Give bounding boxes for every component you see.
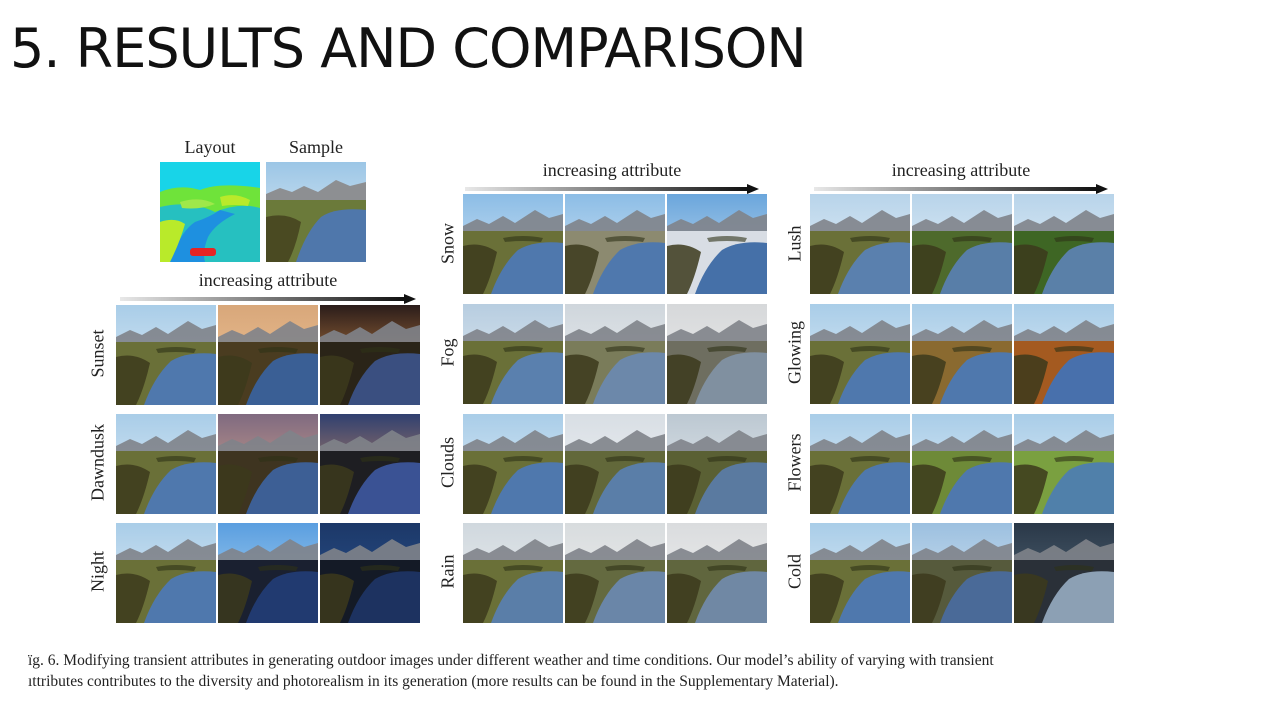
arrow-increasing-2: increasing attribute xyxy=(465,160,759,194)
result-image xyxy=(463,194,563,294)
result-image xyxy=(810,304,910,404)
result-image xyxy=(912,194,1012,294)
row-label-snow: Snow xyxy=(437,223,458,265)
result-image xyxy=(667,194,767,294)
result-image xyxy=(463,304,563,404)
caption-line-1: ïg. 6. Modifying transient attributes in… xyxy=(28,652,994,669)
result-image xyxy=(218,414,318,514)
result-image xyxy=(463,523,563,623)
slide-title: 5. RESULTS AND COMPARISON xyxy=(10,17,807,80)
result-image xyxy=(116,305,216,405)
result-image xyxy=(565,523,665,623)
row-label-lush: Lush xyxy=(784,225,805,262)
result-image xyxy=(667,304,767,404)
result-image xyxy=(912,523,1012,623)
result-image xyxy=(218,305,318,405)
result-image xyxy=(565,414,665,514)
result-image xyxy=(912,304,1012,404)
result-image xyxy=(810,194,910,294)
result-image xyxy=(463,414,563,514)
row-label-fog: Fog xyxy=(437,338,458,367)
result-image xyxy=(218,523,318,623)
result-image xyxy=(565,194,665,294)
result-image xyxy=(320,305,420,405)
arrow-line xyxy=(120,294,416,304)
result-image xyxy=(116,414,216,514)
arrow-line xyxy=(465,184,759,194)
result-image xyxy=(810,414,910,514)
figure-caption: ïg. 6. Modifying transient attributes in… xyxy=(28,650,1268,692)
result-image xyxy=(1014,304,1114,404)
result-image xyxy=(320,414,420,514)
arrow-label: increasing attribute xyxy=(542,160,682,180)
result-image xyxy=(667,414,767,514)
row-label-rain: Rain xyxy=(437,554,458,589)
row-label-cold: Cold xyxy=(784,554,805,590)
sample-header: Sample xyxy=(289,137,343,157)
arrow-increasing-3: increasing attribute xyxy=(814,160,1108,194)
row-label-dawndusk: Dawndusk xyxy=(87,424,108,501)
result-image xyxy=(565,304,665,404)
result-image xyxy=(912,414,1012,514)
caption-line-2: ıttributes contributes to the diversity … xyxy=(28,673,839,690)
row-label-glowing: Glowing xyxy=(784,321,805,384)
row-label-night: Night xyxy=(87,551,108,593)
arrow-line xyxy=(814,184,1108,194)
arrow-label: increasing attribute xyxy=(891,160,1031,180)
row-label-sunset: Sunset xyxy=(87,329,108,378)
arrow-increasing-1: increasing attribute xyxy=(120,270,416,304)
row-label-flowers: Flowers xyxy=(784,433,805,492)
result-image xyxy=(1014,194,1114,294)
arrow-label: increasing attribute xyxy=(198,270,338,290)
result-image xyxy=(320,523,420,623)
layout-map xyxy=(160,162,260,262)
result-image xyxy=(810,523,910,623)
row-label-clouds: Clouds xyxy=(437,437,458,489)
result-image xyxy=(667,523,767,623)
result-image xyxy=(1014,414,1114,514)
result-image xyxy=(1014,523,1114,623)
result-image xyxy=(116,523,216,623)
layout-header: Layout xyxy=(184,137,236,157)
sample-image xyxy=(266,162,366,262)
